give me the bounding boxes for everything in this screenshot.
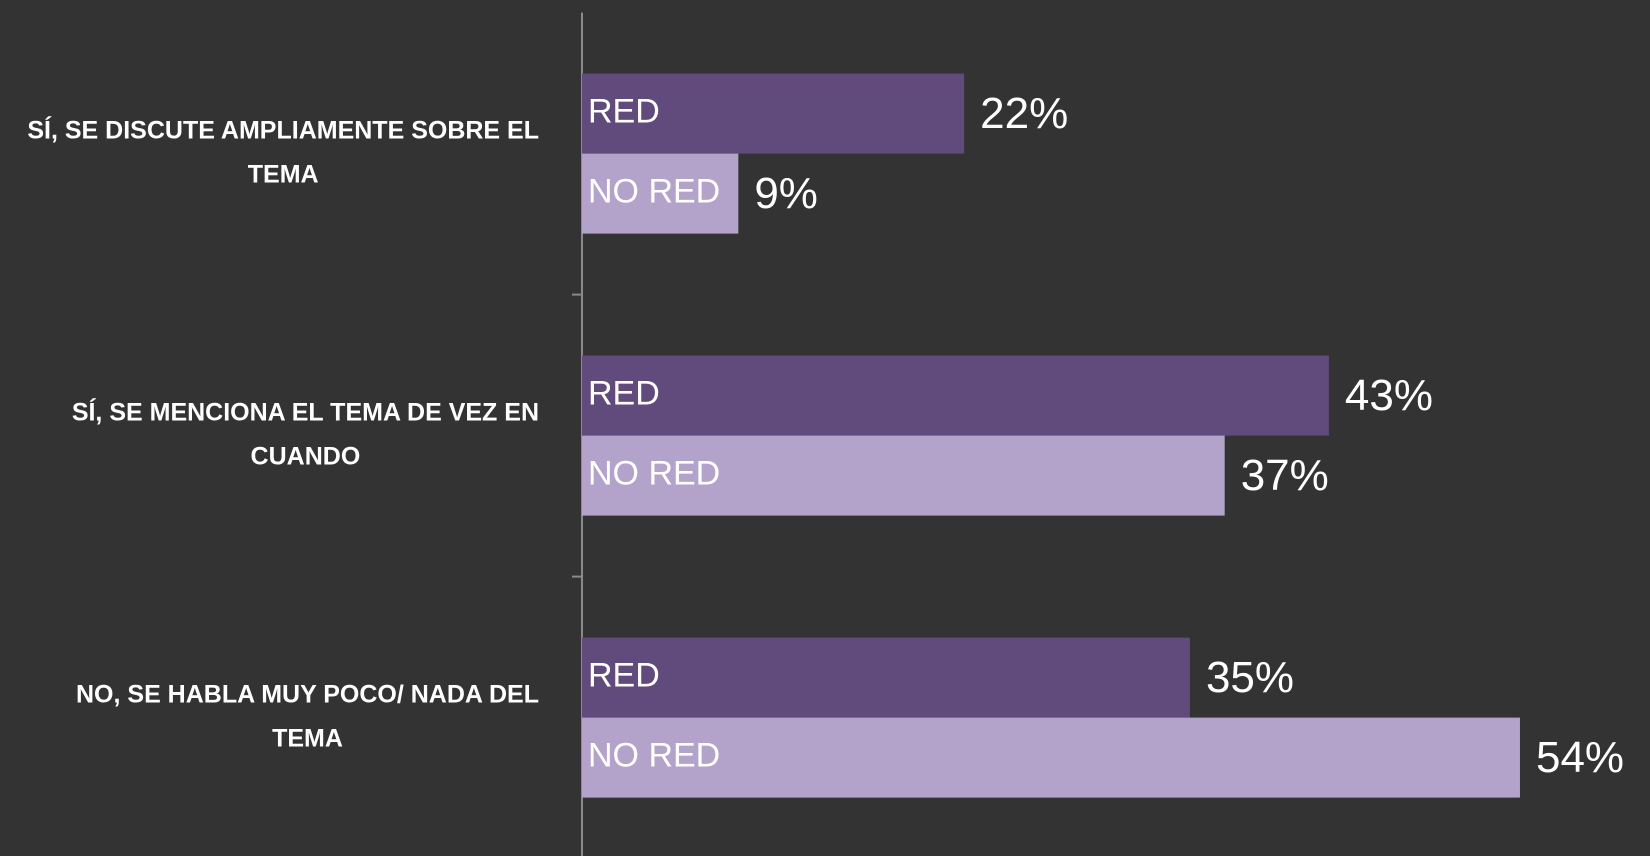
series-label: NO RED (588, 173, 720, 211)
category-label: NO, SE HABLA MUY POCO/ NADA DEL TEMA (76, 680, 539, 752)
category-label: SÍ, SE DISCUTE AMPLIAMENTE SOBRE EL TEMA (27, 115, 539, 188)
bar (582, 355, 1329, 436)
value-label: 43% (1345, 371, 1433, 420)
bar (582, 73, 965, 154)
series-label: RED (588, 657, 660, 695)
value-label: 37% (1241, 451, 1329, 500)
category-label: SÍ, SE MENCIONA EL TEMA DE VEZ EN CUANDO (72, 397, 539, 470)
bar (582, 435, 1225, 516)
series-label: NO RED (588, 455, 720, 493)
bar (582, 637, 1190, 718)
series-label: RED (588, 93, 660, 131)
bar (582, 717, 1520, 798)
series-label: RED (588, 375, 660, 413)
value-label: 35% (1206, 653, 1294, 702)
bar (582, 153, 739, 234)
value-label: 54% (1536, 733, 1624, 782)
series-label: NO RED (588, 737, 720, 775)
value-label: 22% (980, 89, 1068, 138)
value-label: 9% (754, 169, 818, 218)
